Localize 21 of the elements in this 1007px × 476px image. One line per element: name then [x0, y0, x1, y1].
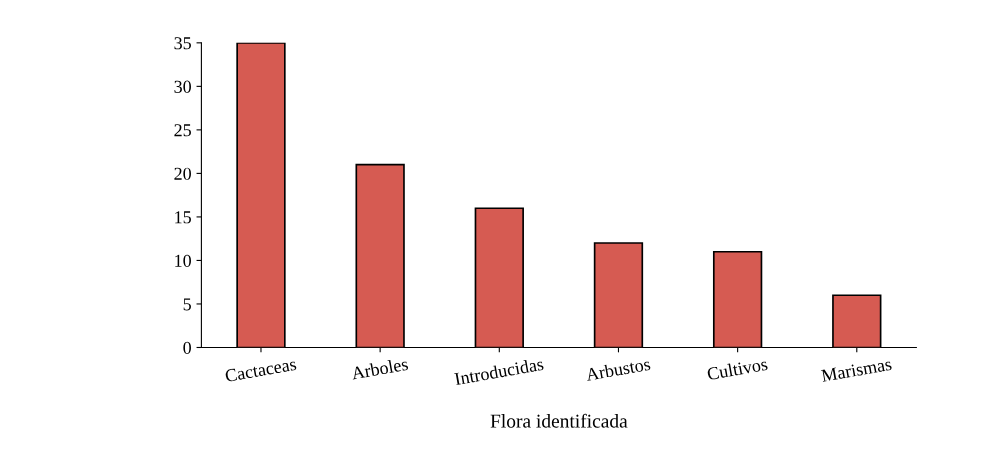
bar	[236, 42, 286, 348]
x-tick-label: Marismas	[820, 357, 892, 382]
y-tick-label: 5	[183, 298, 191, 311]
bar	[474, 207, 524, 348]
x-tick-label: Arbustos	[585, 357, 651, 382]
bar	[712, 250, 763, 348]
y-tick-label: 25	[174, 124, 191, 137]
x-tick-label: Cultivos	[706, 357, 768, 381]
bar	[593, 242, 644, 348]
y-tick-label: 35	[174, 37, 191, 50]
bar	[832, 294, 882, 348]
bar	[355, 163, 405, 348]
y-tick-label: 0	[183, 341, 191, 354]
x-tick-label: Cactaceas	[224, 357, 297, 383]
x-tick-label: Arboles	[350, 357, 409, 380]
y-tick-label: 20	[174, 167, 191, 180]
x-axis-title: Flora identificada	[490, 413, 628, 428]
x-tick-label: Introducidas	[454, 357, 544, 386]
y-tick-label: 15	[175, 211, 191, 224]
y-tick-label: 10	[175, 254, 191, 267]
y-tick-label: 30	[174, 80, 191, 93]
